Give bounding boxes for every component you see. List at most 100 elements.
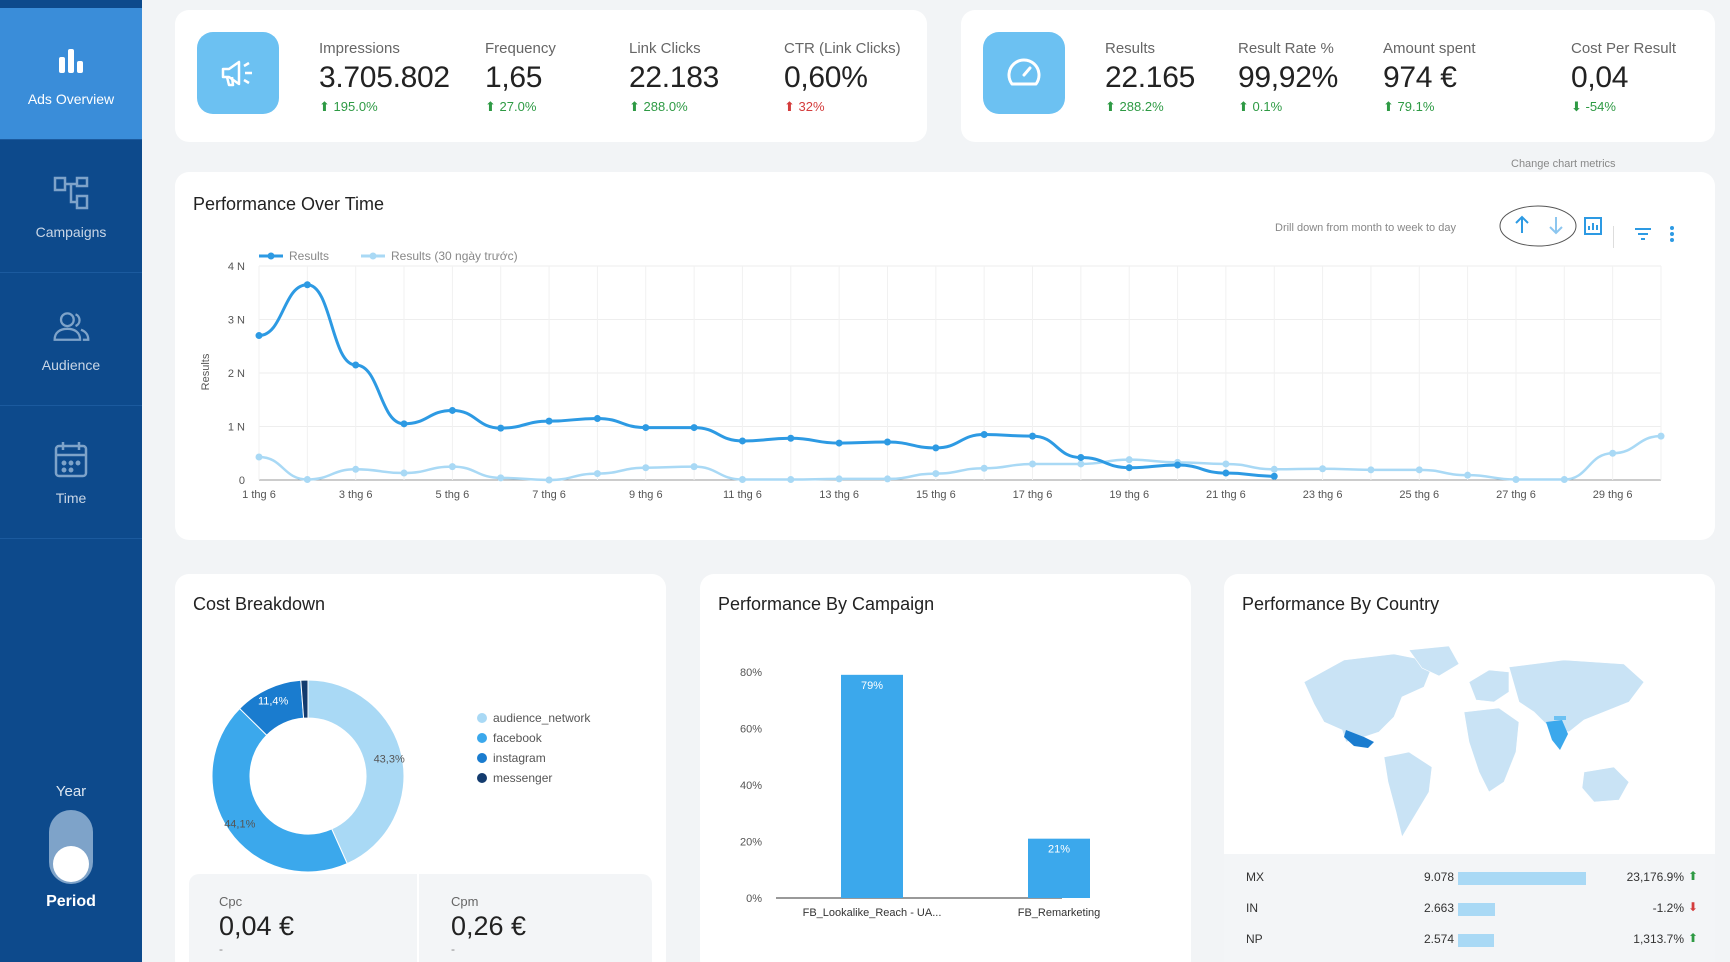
y-tick-label: 3 N bbox=[228, 315, 245, 327]
data-point bbox=[1560, 475, 1568, 483]
cost-donut-chart: 43,3% 44,1% 11,4% bbox=[211, 679, 405, 873]
sidebar-item-campaigns[interactable]: Campaigns bbox=[0, 141, 142, 273]
kpi-result-rate: Result Rate % 99,92% ⬆ 0.1% bbox=[1238, 40, 1338, 114]
cost-legend: audience_network facebook instagram mess… bbox=[477, 708, 590, 788]
arrow-up-icon: ⬆ bbox=[1238, 99, 1249, 114]
data-point bbox=[1222, 469, 1230, 477]
legend-item: messenger bbox=[477, 768, 590, 788]
performance-over-time-card: Performance Over Time Drill down from mo… bbox=[175, 158, 1715, 540]
chart-metrics-icon[interactable] bbox=[1584, 217, 1602, 235]
x-tick-label: 7 thg 6 bbox=[532, 489, 566, 501]
y-tick-label: 20% bbox=[740, 837, 762, 849]
campaign-bar-chart: 0% 20% 40% 60% 80% 79% FB_Lookalike_Reach - UA… bbox=[740, 667, 1100, 919]
data-point bbox=[642, 424, 650, 432]
series-line-results bbox=[258, 283, 1275, 478]
cost-breakdown-title: Cost Breakdown bbox=[193, 594, 326, 614]
x-tick-label: 27 thg 6 bbox=[1496, 489, 1536, 501]
performance-line-chart: 0 1 N 2 N 3 N 4 N 1 thg 6 3 thg 6 5 thg 6 7 thg … bbox=[200, 249, 1665, 501]
country-bar bbox=[1458, 872, 1586, 885]
country-chart-title: Performance By Country bbox=[1242, 594, 1440, 614]
cpc-tile: Cpc 0,04 € - bbox=[189, 874, 419, 962]
drill-down-hint: Drill down from month to week to day bbox=[1275, 222, 1456, 234]
sidebar-item-label: Ads Overview bbox=[27, 90, 115, 107]
data-point bbox=[1415, 466, 1423, 474]
data-point bbox=[448, 463, 456, 471]
data-point bbox=[787, 475, 795, 483]
data-point bbox=[835, 439, 843, 447]
country-table: MX 9.078 23,176.9% ⬆ IN 2.663 -1.2% ⬇ NP… bbox=[1224, 854, 1715, 962]
data-point bbox=[1609, 449, 1617, 457]
data-point bbox=[1270, 472, 1278, 480]
data-point bbox=[1270, 465, 1278, 473]
country-in[interactable] bbox=[1546, 720, 1568, 750]
data-point bbox=[787, 434, 795, 442]
arrow-up-icon: ⬆ bbox=[1383, 99, 1394, 114]
x-tick-label: 29 thg 6 bbox=[1593, 489, 1633, 501]
data-point bbox=[545, 476, 553, 484]
data-point bbox=[1319, 465, 1327, 473]
table-row: IN 2.663 -1.2% ⬇ bbox=[1246, 900, 1699, 916]
x-tick-label: 13 thg 6 bbox=[819, 489, 859, 501]
change-metrics-note: Change chart metrics bbox=[1511, 158, 1616, 170]
arrow-up-icon: ⬆ bbox=[1688, 931, 1699, 945]
campaign-chart-title: Performance By Campaign bbox=[718, 594, 935, 614]
sidebar-item-ads-overview[interactable]: Ads Overview bbox=[0, 8, 142, 140]
data-point bbox=[400, 469, 408, 477]
legend-item: audience_network bbox=[477, 708, 590, 728]
cost-tiles: Cpc 0,04 € - Cpm 0,26 € - bbox=[189, 874, 652, 962]
users-icon bbox=[51, 307, 91, 347]
kpi-amount-spent: Amount spent 974 € ⬆ 79.1% bbox=[1383, 40, 1476, 114]
arrow-down-icon: ⬇ bbox=[1571, 99, 1582, 114]
data-point bbox=[980, 464, 988, 472]
drill-up-icon[interactable] bbox=[1515, 215, 1529, 233]
drill-down-icon[interactable] bbox=[1549, 217, 1563, 235]
x-tick-label: 5 thg 6 bbox=[436, 489, 470, 501]
data-point bbox=[303, 475, 311, 483]
country-bar bbox=[1458, 934, 1494, 947]
y-tick-label: 40% bbox=[740, 780, 762, 792]
donut-slice-audience_network bbox=[307, 679, 405, 865]
data-point bbox=[1029, 432, 1037, 440]
data-point bbox=[303, 281, 311, 289]
data-point bbox=[1077, 460, 1085, 468]
table-row: NP 2.574 1,313.7% ⬆ bbox=[1246, 931, 1699, 947]
kpi-frequency: Frequency 1,65 ⬆ 27.0% bbox=[485, 40, 556, 114]
data-point bbox=[1029, 460, 1037, 468]
x-tick-label: 21 thg 6 bbox=[1206, 489, 1246, 501]
megaphone-icon bbox=[197, 32, 279, 114]
cpm-tile: Cpm 0,26 € - bbox=[451, 894, 527, 956]
data-point bbox=[690, 463, 698, 471]
sidebar-item-label: Audience bbox=[41, 356, 101, 373]
data-point bbox=[497, 474, 505, 482]
sidebar-item-audience[interactable]: Audience bbox=[0, 274, 142, 406]
arrow-up-icon: ⬆ bbox=[319, 99, 330, 114]
country-mx[interactable] bbox=[1344, 730, 1374, 748]
kpi-link-clicks: Link Clicks 22.183 ⬆ 288.0% bbox=[629, 40, 719, 114]
legend-label: Results bbox=[289, 249, 329, 263]
y-tick-label: 80% bbox=[740, 667, 762, 679]
kpi-impressions: Impressions 3.705.802 ⬆ 195.0% bbox=[319, 40, 450, 114]
world-map[interactable] bbox=[1284, 642, 1654, 842]
donut-value-label: 43,3% bbox=[374, 754, 405, 766]
data-point bbox=[1657, 432, 1665, 440]
data-point bbox=[690, 424, 698, 432]
calendar-icon bbox=[51, 440, 91, 480]
y-tick-label: 2 N bbox=[228, 368, 245, 380]
data-point bbox=[448, 406, 456, 414]
data-point bbox=[352, 361, 360, 369]
performance-chart-title: Performance Over Time bbox=[193, 194, 385, 214]
sidebar-item-time[interactable]: Time bbox=[0, 407, 142, 539]
toggle-period-label: Period bbox=[46, 893, 96, 910]
filter-icon[interactable] bbox=[1633, 224, 1653, 249]
country-np[interactable] bbox=[1554, 716, 1566, 720]
table-row: MX 9.078 23,176.9% ⬆ bbox=[1246, 869, 1699, 885]
legend-label: Results (30 ngày trước) bbox=[391, 249, 518, 263]
sidebar-item-label: Time bbox=[55, 489, 87, 506]
data-point bbox=[545, 417, 553, 425]
period-toggle[interactable] bbox=[49, 810, 93, 884]
country-bar bbox=[1458, 903, 1496, 916]
more-options-icon[interactable] bbox=[1668, 224, 1676, 249]
legend-item: facebook bbox=[477, 728, 590, 748]
x-tick-label: FB_Lookalike_Reach - UA... bbox=[803, 907, 942, 919]
kpi-cost-per-result: Cost Per Result 0,04 ⬇ -54% bbox=[1571, 40, 1677, 114]
